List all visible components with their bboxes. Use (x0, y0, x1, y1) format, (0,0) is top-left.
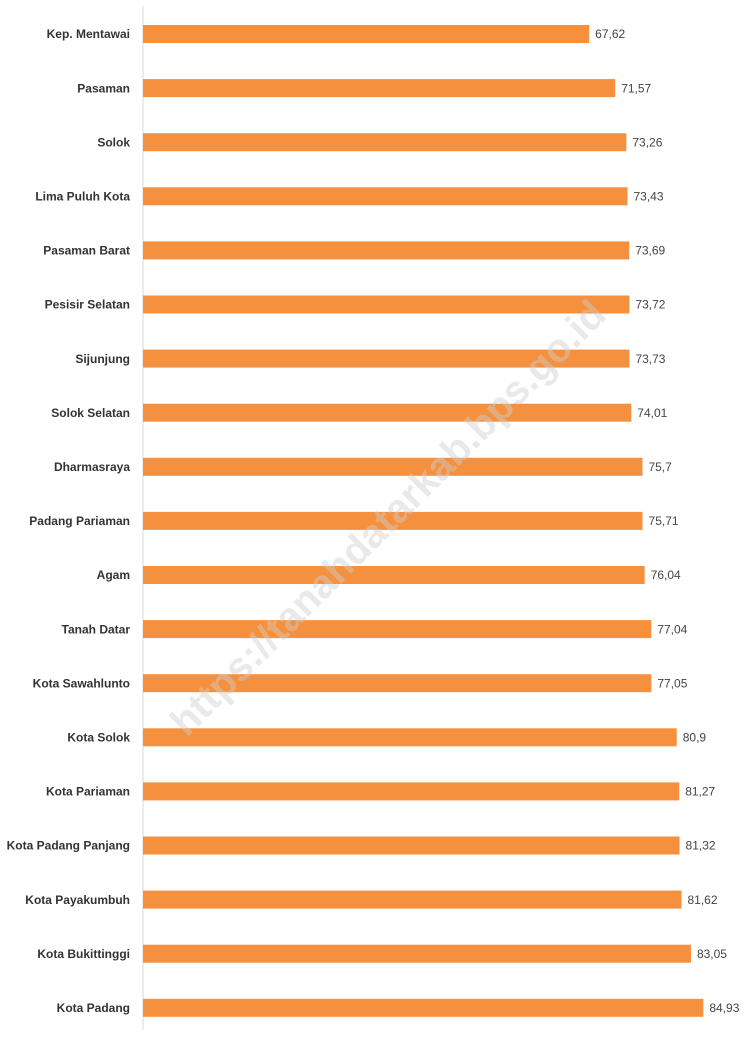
value-label: 75,7 (648, 460, 672, 474)
value-label: 71,57 (621, 81, 651, 95)
bar (143, 25, 590, 43)
category-label: Pasaman (77, 81, 130, 95)
value-label: 73,72 (635, 298, 665, 312)
bar (143, 187, 628, 206)
value-label: 76,04 (651, 568, 681, 582)
category-label: Kep. Mentawai (47, 27, 130, 41)
value-label: 83,05 (697, 947, 727, 961)
category-label: Kota Payakumbuh (25, 893, 130, 907)
category-label: Sijunjung (75, 352, 130, 366)
category-label: Dharmasraya (54, 460, 130, 474)
bar (143, 728, 677, 747)
bar (143, 457, 643, 476)
bar (143, 403, 632, 422)
bar (143, 241, 630, 260)
category-label: Kota Sawahlunto (33, 676, 130, 690)
category-label: Pasaman Barat (43, 244, 130, 258)
bar (143, 133, 627, 152)
bar (143, 349, 630, 368)
category-label: Solok (97, 135, 130, 149)
bar (143, 674, 652, 693)
value-label: 80,9 (683, 730, 707, 744)
bar (143, 511, 643, 530)
value-label: 81,32 (686, 839, 716, 853)
value-label: 73,43 (633, 189, 663, 203)
value-label: 75,71 (649, 514, 679, 528)
category-label: Kota Padang (57, 1001, 130, 1015)
bar (143, 79, 616, 98)
category-label: Agam (97, 568, 130, 582)
value-label: 73,69 (635, 244, 665, 258)
category-label: Lima Puluh Kota (35, 189, 130, 203)
value-label: 77,05 (657, 676, 687, 690)
bar (143, 890, 682, 909)
bar (143, 782, 680, 801)
category-label: Kota Padang Panjang (7, 839, 130, 853)
bar (143, 836, 680, 855)
category-label: Kota Bukittinggi (37, 947, 130, 961)
category-label: Kota Solok (67, 730, 130, 744)
category-label: Solok Selatan (51, 406, 130, 420)
category-label: Tanah Datar (62, 622, 131, 636)
category-label: Kota Pariaman (46, 785, 130, 799)
value-label: 84,93 (709, 1001, 739, 1015)
category-label: Padang Pariaman (29, 514, 130, 528)
value-label: 73,73 (635, 352, 665, 366)
value-label: 81,62 (688, 893, 718, 907)
value-label: 73,26 (632, 135, 662, 149)
value-label: 77,04 (657, 622, 687, 636)
bar (143, 295, 630, 314)
bar (143, 620, 652, 639)
value-label: 74,01 (637, 406, 667, 420)
value-label: 67,62 (595, 27, 625, 41)
bar (143, 998, 704, 1017)
bar (143, 944, 691, 963)
value-label: 81,27 (685, 785, 715, 799)
category-label: Pesisir Selatan (45, 298, 130, 312)
bar (143, 566, 645, 584)
